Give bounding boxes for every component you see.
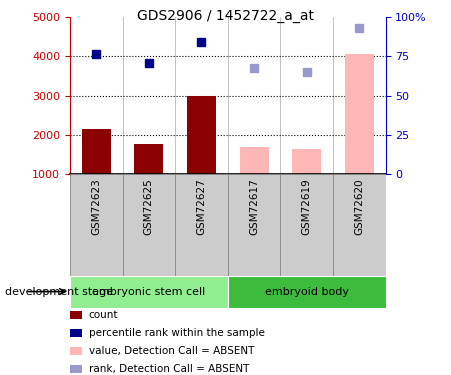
Text: embryonic stem cell: embryonic stem cell [92, 286, 206, 297]
Text: embryoid body: embryoid body [265, 286, 349, 297]
Bar [175, 174, 228, 276]
Text: GSM72625: GSM72625 [144, 178, 154, 235]
Bar [187, 96, 216, 174]
Text: development stage: development stage [5, 286, 113, 297]
Bar [123, 174, 175, 276]
Text: GSM72623: GSM72623 [91, 178, 101, 235]
Text: percentile rank within the sample: percentile rank within the sample [88, 328, 264, 338]
Text: rank, Detection Call = ABSENT: rank, Detection Call = ABSENT [88, 364, 249, 374]
Text: GSM72627: GSM72627 [197, 178, 207, 235]
Bar [239, 147, 268, 174]
Bar [134, 144, 163, 174]
Bar [82, 129, 110, 174]
Text: count: count [88, 310, 118, 320]
Text: GSM72619: GSM72619 [302, 178, 312, 235]
Bar [345, 54, 374, 174]
Bar [281, 174, 333, 276]
Text: value, Detection Call = ABSENT: value, Detection Call = ABSENT [88, 346, 254, 356]
Bar [292, 149, 321, 174]
Text: GDS2906 / 1452722_a_at: GDS2906 / 1452722_a_at [137, 9, 314, 23]
Text: GSM72620: GSM72620 [354, 178, 364, 235]
Bar [70, 174, 123, 276]
Bar [228, 174, 281, 276]
Bar [70, 276, 228, 308]
Text: GSM72617: GSM72617 [249, 178, 259, 235]
Bar [228, 276, 386, 308]
Bar [333, 174, 386, 276]
